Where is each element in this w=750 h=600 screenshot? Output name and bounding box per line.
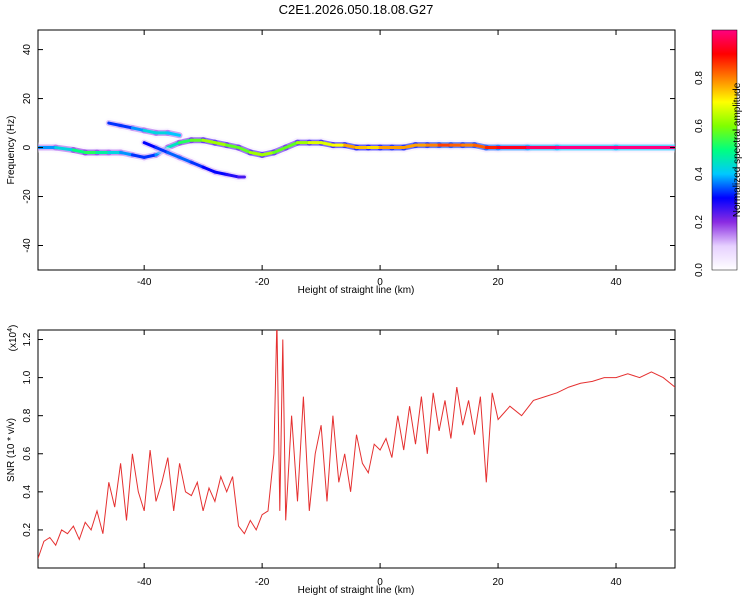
colorbar-tick-label: 0.2 bbox=[694, 215, 705, 229]
y-tick-label: 0.4 bbox=[22, 484, 33, 498]
spectrogram-x-axis: -40 -20 0 20 40 bbox=[137, 30, 622, 288]
x-tick-label: -40 bbox=[137, 277, 152, 288]
spectrogram-panel: -40 -20 0 20 40 -40 -20 0 20 40 Height of straig… bbox=[6, 29, 676, 296]
spectrogram-segment-main bbox=[201, 138, 217, 145]
snr-y-axis: 0.2 0.4 0.6 0.8 1.0 1.2 bbox=[22, 332, 675, 537]
snr-series bbox=[38, 330, 675, 559]
x-tick-label: 40 bbox=[610, 277, 622, 288]
spectrogram-segment-main bbox=[225, 143, 241, 150]
snr-multiplier: (x104) bbox=[7, 325, 19, 352]
spectrogram-segment-main bbox=[402, 143, 417, 150]
x-tick-label: -20 bbox=[255, 577, 270, 588]
chart-title: C2E1.2026.050.18.08.G27 bbox=[279, 2, 434, 17]
spectrogram-segment-upper-branch bbox=[142, 128, 158, 135]
colorbar-gradient bbox=[711, 29, 738, 271]
x-tick-label: -40 bbox=[137, 577, 152, 588]
spectrogram-segment-lower-branch bbox=[189, 160, 205, 169]
spectrogram-y-label: Frequency (Hz) bbox=[6, 116, 17, 185]
colorbar-tick-label: 0.0 bbox=[694, 263, 705, 277]
spectrogram-segment-main bbox=[178, 138, 193, 145]
snr-x-label: Height of straight line (km) bbox=[298, 585, 415, 596]
spectrogram-segment-upper-branch bbox=[130, 126, 146, 132]
spectrogram-segment-lower-branch bbox=[201, 165, 217, 174]
x-tick-label: 0 bbox=[377, 277, 383, 288]
snr-plot-area bbox=[37, 329, 676, 569]
spectrogram-segment-lower-branch bbox=[225, 172, 241, 179]
y-tick-label: -20 bbox=[22, 189, 33, 204]
spectrogram-segment-main bbox=[319, 141, 335, 147]
snr-y-label: SNR (10 * v/v) bbox=[6, 418, 17, 482]
spectrogram-segment-lower-branch bbox=[213, 170, 229, 176]
spectrogram-segment-main bbox=[166, 141, 182, 150]
y-tick-label: 0 bbox=[22, 144, 33, 150]
y-tick-label: 0.6 bbox=[22, 446, 33, 460]
y-tick-label: -40 bbox=[22, 238, 33, 253]
spectrogram-segment-main bbox=[119, 150, 134, 157]
snr-x-axis: -40 -20 0 20 40 bbox=[137, 330, 622, 588]
spectrogram-segment-main bbox=[272, 146, 288, 154]
snr-line bbox=[38, 330, 675, 559]
spectrogram-segment-upper-branch bbox=[107, 121, 123, 128]
spectrogram-segment-upper-branch bbox=[119, 124, 134, 130]
colorbar-tick-label: 0.4 bbox=[694, 167, 705, 181]
spectrogram-segment-main bbox=[237, 146, 252, 154]
spectrogram-segment-main bbox=[71, 148, 87, 154]
y-tick-label: 20 bbox=[22, 93, 33, 105]
x-tick-label: 20 bbox=[492, 577, 504, 588]
x-tick-label: -20 bbox=[255, 277, 270, 288]
snr-panel: -40 -20 0 20 40 0.2 0.4 0.6 0.8 1.0 1.2 Height of… bbox=[6, 325, 676, 596]
spectrogram-heatmap bbox=[38, 118, 675, 182]
spectrogram-segment-main bbox=[284, 141, 300, 150]
spectrogram-segment-main bbox=[260, 150, 276, 157]
spectrogram-segment-main bbox=[343, 143, 358, 150]
x-tick-label: 0 bbox=[377, 577, 383, 588]
spectrogram-segment-lower-branch bbox=[154, 146, 170, 154]
x-tick-label: 20 bbox=[492, 277, 504, 288]
spectrogram-y-axis: -40 -20 0 20 40 bbox=[22, 44, 675, 253]
y-tick-label: 1.2 bbox=[22, 332, 33, 346]
spectrogram-x-label: Height of straight line (km) bbox=[298, 285, 415, 296]
colorbar: 0.0 0.2 0.4 0.6 0.8 Normalized spectral ampl… bbox=[694, 29, 743, 277]
y-tick-label: 1.0 bbox=[22, 370, 33, 384]
spectrogram-segment-main bbox=[213, 141, 229, 147]
spectrogram-segment-lower-branch bbox=[166, 150, 182, 159]
colorbar-ticks: 0.0 0.2 0.4 0.6 0.8 bbox=[694, 71, 705, 277]
y-tick-label: 40 bbox=[22, 44, 33, 56]
y-tick-label: 0.2 bbox=[22, 523, 33, 537]
spectrogram-segment-main bbox=[130, 153, 146, 159]
spectrogram-segment-lower-branch bbox=[142, 141, 158, 150]
y-tick-label: 0.8 bbox=[22, 408, 33, 422]
colorbar-tick-label: 0.6 bbox=[694, 119, 705, 133]
spectrogram-segment-main bbox=[54, 146, 75, 152]
spectrogram-segment-lower-branch bbox=[178, 155, 193, 164]
spectrogram-segment-main bbox=[248, 150, 264, 157]
spectrogram-segment-upper-branch bbox=[166, 131, 182, 137]
x-tick-label: 40 bbox=[610, 577, 622, 588]
colorbar-label: Normalized spectral amplitude bbox=[732, 82, 743, 217]
spectrogram-segment-main bbox=[472, 143, 488, 150]
colorbar-tick-label: 0.8 bbox=[694, 71, 705, 85]
spectrogram-segment-main bbox=[142, 153, 158, 159]
